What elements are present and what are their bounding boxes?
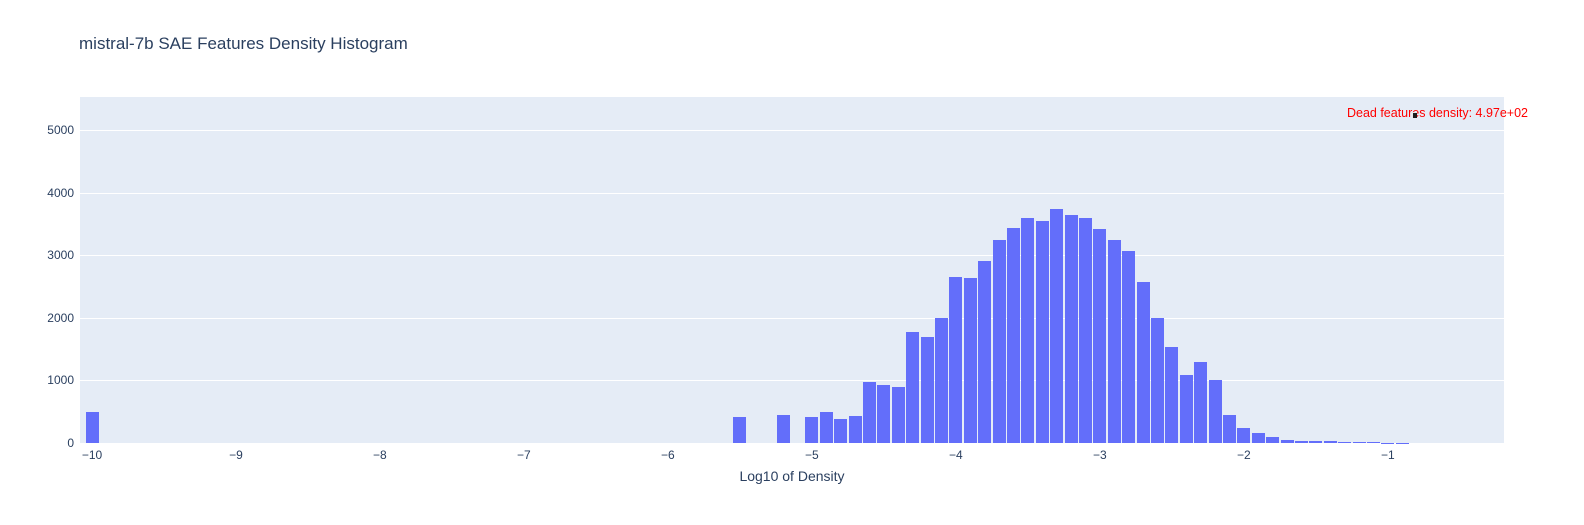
histogram-bar[interactable] — [1223, 414, 1236, 443]
x-tick-label: −2 — [1237, 448, 1251, 462]
x-tick-label: −1 — [1381, 448, 1395, 462]
x-axis-title: Log10 of Density — [739, 468, 845, 484]
histogram-bar[interactable] — [1093, 229, 1107, 443]
histogram-bar[interactable] — [776, 415, 790, 443]
y-tick-label: 1000 — [47, 373, 74, 388]
y-tick-label: 5000 — [47, 123, 74, 138]
dead-features-annotation: Dead features density: 4.97e+02 — [1346, 106, 1528, 120]
histogram-bar[interactable] — [1050, 209, 1064, 443]
histogram-bar[interactable] — [848, 415, 862, 443]
x-tick-label: −9 — [229, 448, 243, 462]
histogram-bar[interactable] — [877, 384, 891, 443]
histogram-bar[interactable] — [1021, 217, 1035, 443]
x-tick-label: −8 — [373, 448, 387, 462]
x-tick-label: −7 — [517, 448, 531, 462]
histogram-bar[interactable] — [1352, 442, 1366, 443]
y-tick-label: 4000 — [47, 185, 74, 200]
plot-area[interactable] — [80, 97, 1504, 443]
histogram-bar[interactable] — [1280, 439, 1294, 443]
histogram-bar[interactable] — [1136, 281, 1150, 443]
x-tick-label: −3 — [1093, 448, 1107, 462]
x-tick-label: −5 — [805, 448, 819, 462]
histogram-bar[interactable] — [85, 411, 99, 443]
x-tick-label: −4 — [949, 448, 963, 462]
histogram-bar[interactable] — [1151, 317, 1164, 443]
y-tick-label: 0 — [67, 436, 74, 450]
histogram-bar[interactable] — [1338, 441, 1352, 443]
histogram-bar[interactable] — [1035, 220, 1049, 443]
histogram-bar[interactable] — [1165, 347, 1179, 443]
histogram-bar[interactable] — [992, 239, 1006, 443]
histogram-bar[interactable] — [834, 418, 848, 443]
histogram-bar[interactable] — [1208, 379, 1222, 443]
chart-title: mistral-7b SAE Features Density Histogra… — [79, 34, 408, 53]
histogram-bar[interactable] — [906, 332, 920, 443]
x-tick-label: −6 — [661, 448, 675, 462]
gridline — [80, 130, 1504, 132]
histogram-bar[interactable] — [1064, 214, 1078, 443]
histogram-bar[interactable] — [891, 387, 905, 443]
histogram-bar[interactable] — [1179, 375, 1193, 443]
histogram-bar[interactable] — [1122, 250, 1136, 443]
histogram-bar[interactable] — [1367, 442, 1380, 443]
histogram-bar[interactable] — [805, 416, 819, 443]
histogram-bar[interactable] — [978, 260, 992, 443]
histogram-bar[interactable] — [949, 276, 963, 443]
y-tick-label: 2000 — [47, 310, 74, 325]
histogram-bar[interactable] — [1295, 440, 1308, 443]
histogram-bar[interactable] — [1194, 361, 1208, 443]
histogram-bar[interactable] — [1007, 228, 1020, 443]
histogram-bar[interactable] — [733, 417, 747, 443]
x-tick-label: −10 — [81, 448, 103, 462]
y-tick-label: 3000 — [47, 248, 74, 263]
gridline — [80, 380, 1504, 382]
histogram-bar[interactable] — [1309, 440, 1323, 443]
cursor-artifact — [1412, 112, 1417, 118]
histogram-bar[interactable] — [963, 277, 977, 443]
histogram-bar[interactable] — [1381, 442, 1395, 443]
histogram-bar[interactable] — [1323, 440, 1337, 443]
gridline — [80, 192, 1504, 194]
gridline — [80, 255, 1504, 257]
histogram-bar[interactable] — [1079, 217, 1092, 443]
histogram-bar[interactable] — [920, 336, 934, 443]
histogram-bar[interactable] — [935, 317, 948, 443]
histogram-bar[interactable] — [1266, 437, 1280, 443]
histogram-bar[interactable] — [1107, 239, 1121, 443]
histogram-bar[interactable] — [819, 412, 833, 443]
histogram-bar[interactable] — [1237, 427, 1251, 443]
gridline — [80, 317, 1504, 319]
histogram-bar[interactable] — [863, 382, 876, 443]
histogram-bar[interactable] — [1251, 433, 1265, 443]
